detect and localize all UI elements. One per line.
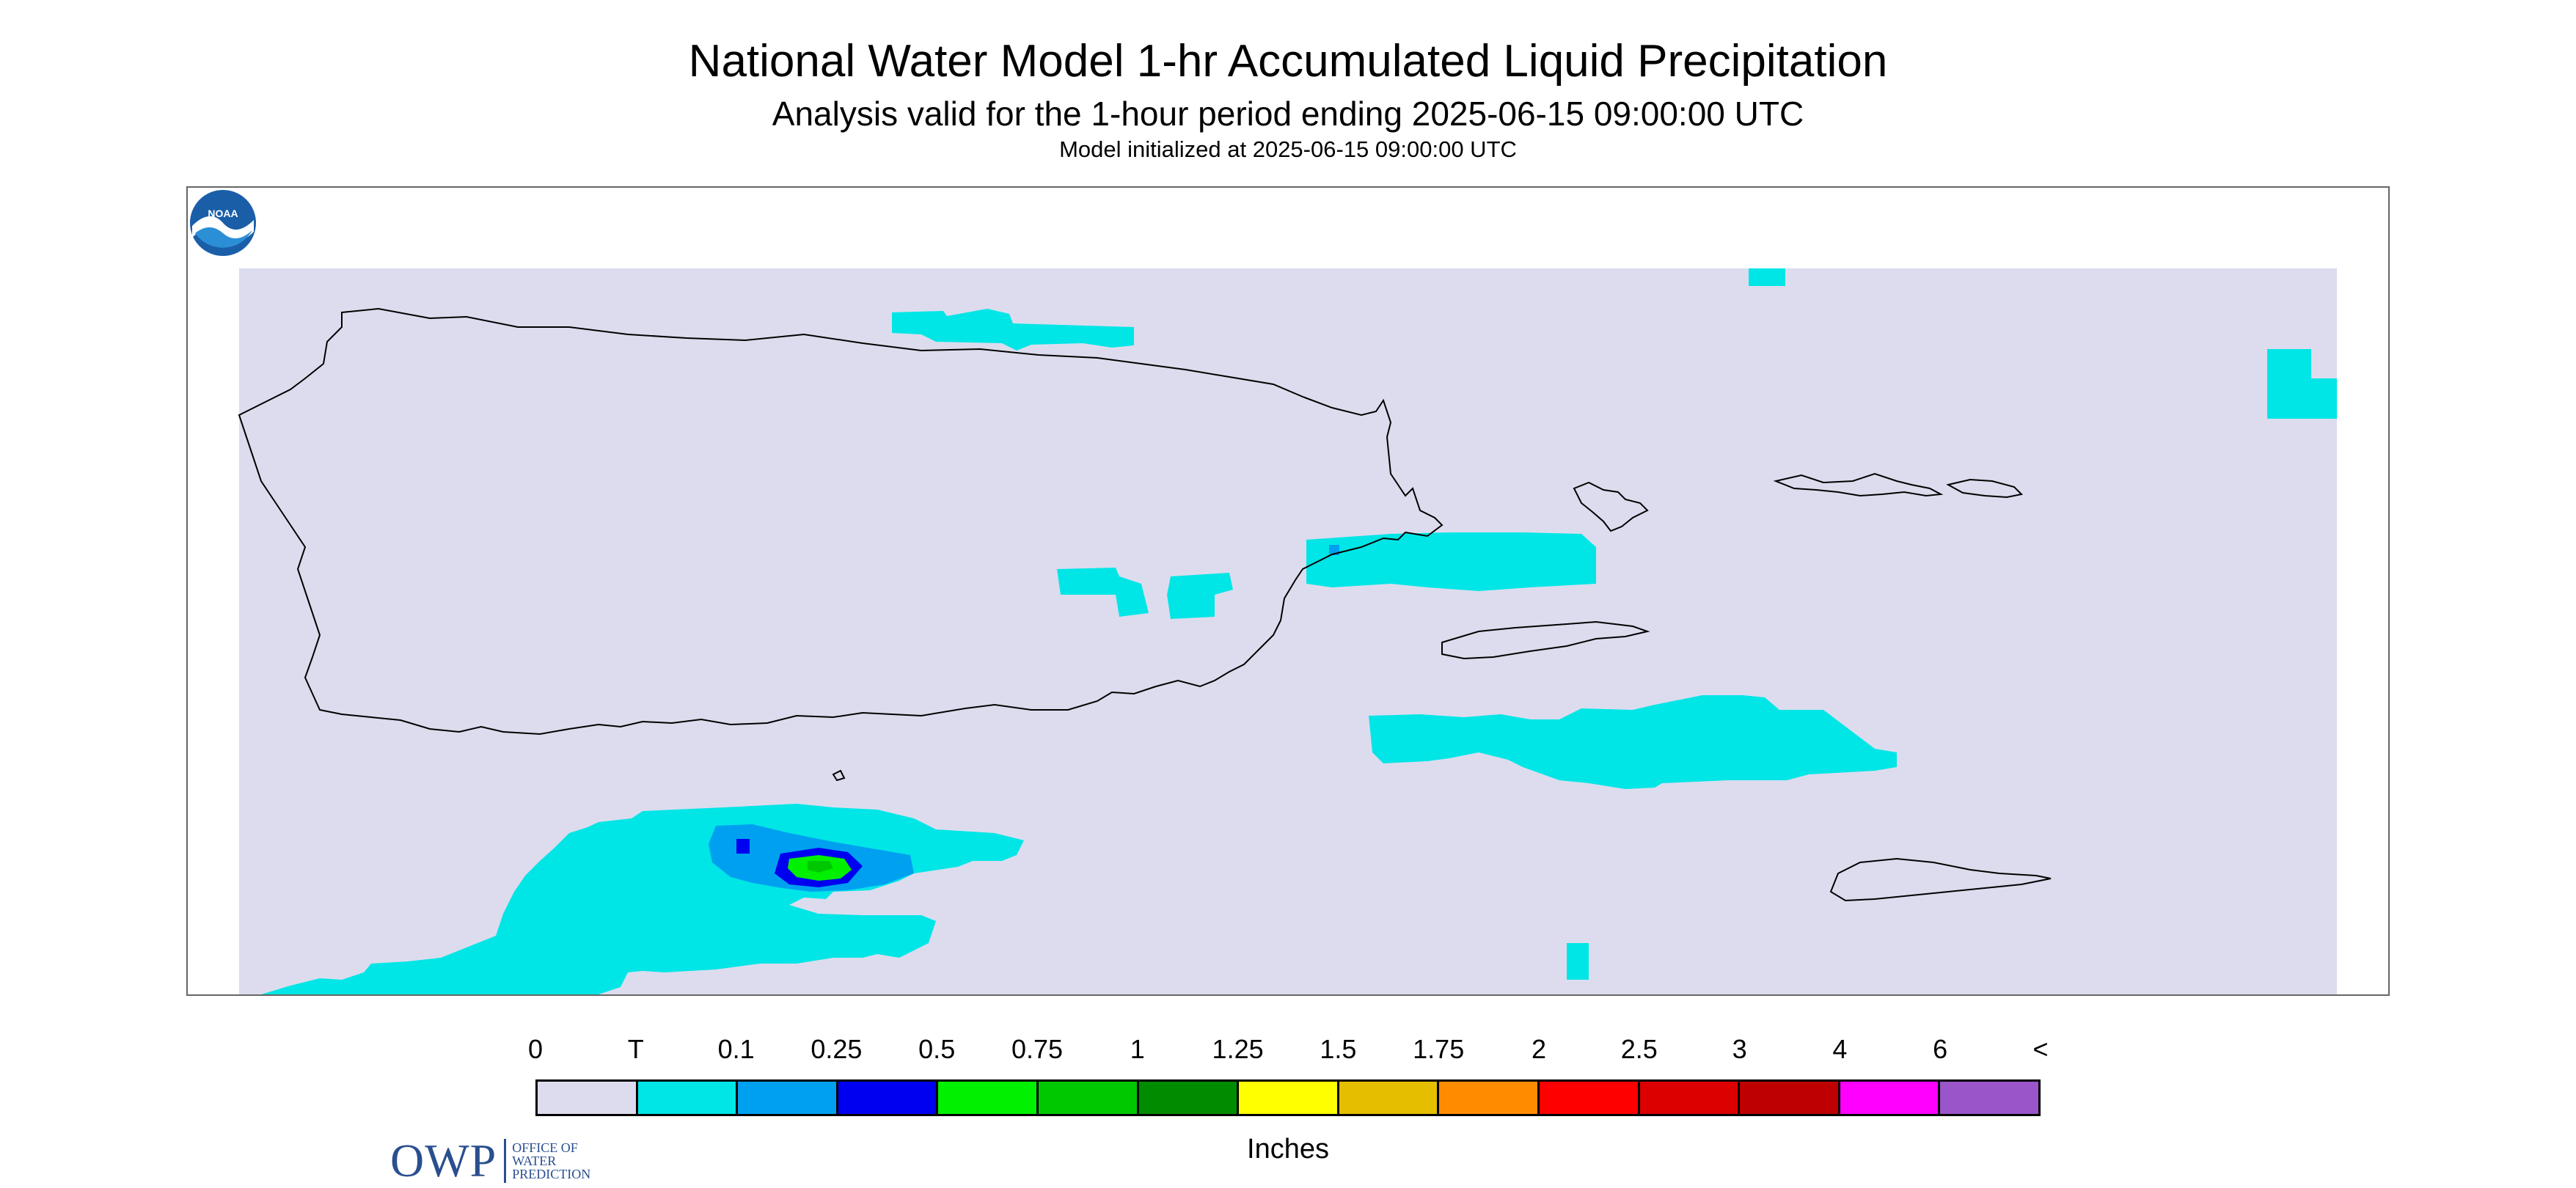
colorbar-tick-label: 0.5 xyxy=(918,1034,956,1064)
coastline-mona-islet xyxy=(832,769,846,782)
map-subtitle: Analysis valid for the 1-hour period end… xyxy=(772,95,1804,133)
colorbar-tick-label: 0 xyxy=(527,1034,544,1064)
coastline-st-croix xyxy=(1829,857,2052,902)
colorbar-tick-label: < xyxy=(2032,1034,2049,1064)
owp-logo-divider xyxy=(504,1139,507,1183)
colorbar-swatch xyxy=(637,1082,739,1114)
colorbar-swatch xyxy=(1038,1082,1139,1114)
precip-map xyxy=(238,268,2337,994)
colorbar-tick-label: 1 xyxy=(1130,1034,1145,1064)
colorbar-swatch xyxy=(738,1082,838,1114)
owp-logo-abbrev: OWP xyxy=(390,1134,497,1187)
colorbar-tick-label: 2 xyxy=(1531,1034,1547,1064)
noaa-logo: NOAA xyxy=(189,188,257,257)
coastlines xyxy=(238,307,2052,902)
owp-logo: OWP OFFICE OF WATER PREDICTION xyxy=(390,1134,590,1188)
model-init-time: Model initialized at 2025-06-15 09:00:00… xyxy=(1059,136,1517,162)
precip-area-southeast xyxy=(1369,695,1897,789)
colorbar-swatch xyxy=(1840,1082,1941,1114)
owp-logo-text: OFFICE OF WATER PREDICTION xyxy=(512,1141,590,1181)
colorbar-tick-label: 3 xyxy=(1732,1034,1747,1064)
colorbar-tick-label: 2.5 xyxy=(1620,1034,1658,1064)
coastline-culebra xyxy=(1573,481,1649,532)
colorbar-swatch xyxy=(1539,1082,1640,1114)
map-title: National Water Model 1-hr Accumulated Li… xyxy=(688,36,1888,87)
colorbar-tick-label: 1.75 xyxy=(1413,1034,1465,1064)
precip-area-dark-green xyxy=(808,861,833,873)
precip-area-north-coast xyxy=(892,309,1134,351)
precip-area-east-coast xyxy=(1306,532,1596,591)
colorbar-swatch xyxy=(1639,1082,1741,1114)
colorbar-swatch xyxy=(1439,1082,1540,1114)
owp-logo-line3: PREDICTION xyxy=(512,1167,591,1181)
colorbar-tick-label: T xyxy=(627,1034,644,1064)
noaa-logo-text: NOAA xyxy=(208,208,238,219)
colorbar-tick-label: 0.75 xyxy=(1011,1034,1064,1064)
colorbar-swatch xyxy=(938,1082,1039,1114)
colorbar-tick-label: 1.5 xyxy=(1320,1034,1357,1064)
precip-area-ne-corner xyxy=(1749,268,1785,286)
owp-logo-line2: WATER xyxy=(512,1154,557,1168)
coastline-st-thomas xyxy=(1773,472,1944,497)
colorbar-tick-label: 0.1 xyxy=(717,1034,755,1064)
coastline-vieques xyxy=(1441,620,1650,660)
colorbar-tick-label: 0.25 xyxy=(811,1034,863,1064)
owp-logo-line1: OFFICE OF xyxy=(512,1140,578,1155)
colorbar-swatch xyxy=(1940,1082,2038,1114)
coastline-puerto-rico xyxy=(238,307,1443,736)
colorbar-labels: 0 T 0.1 0.25 0.5 0.75 1 1.25 1.5 1.75 2 2.5 3 4 6 < xyxy=(0,1034,2576,1071)
colorbar-swatch xyxy=(1239,1082,1339,1114)
colorbar xyxy=(535,1079,2041,1116)
colorbar-swatch xyxy=(1339,1082,1440,1114)
colorbar-tick-label: 4 xyxy=(1832,1034,1848,1064)
colorbar-units: Inches xyxy=(1247,1134,1329,1165)
map-frame: OWP OFFICE OF WATER PREDICTION NOAA xyxy=(186,186,2390,1187)
colorbar-tick-label: 6 xyxy=(1933,1034,1948,1064)
precip-area-central-west xyxy=(1057,568,1149,617)
colorbar-tick-label: 1.25 xyxy=(1212,1034,1264,1064)
colorbar-swatch xyxy=(538,1082,638,1114)
precip-area-small-south xyxy=(1567,943,1589,980)
colorbar-swatch xyxy=(838,1082,939,1114)
precip-area-east-edge xyxy=(2267,349,2311,419)
coastline-st-john xyxy=(1946,478,2024,499)
colorbar-swatch xyxy=(1138,1082,1240,1114)
precip-area-central xyxy=(1167,573,1233,619)
precip-area-blue-spot xyxy=(736,839,750,854)
precip-area-far-east-edge xyxy=(2311,378,2337,419)
colorbar-swatch xyxy=(1740,1082,1840,1114)
